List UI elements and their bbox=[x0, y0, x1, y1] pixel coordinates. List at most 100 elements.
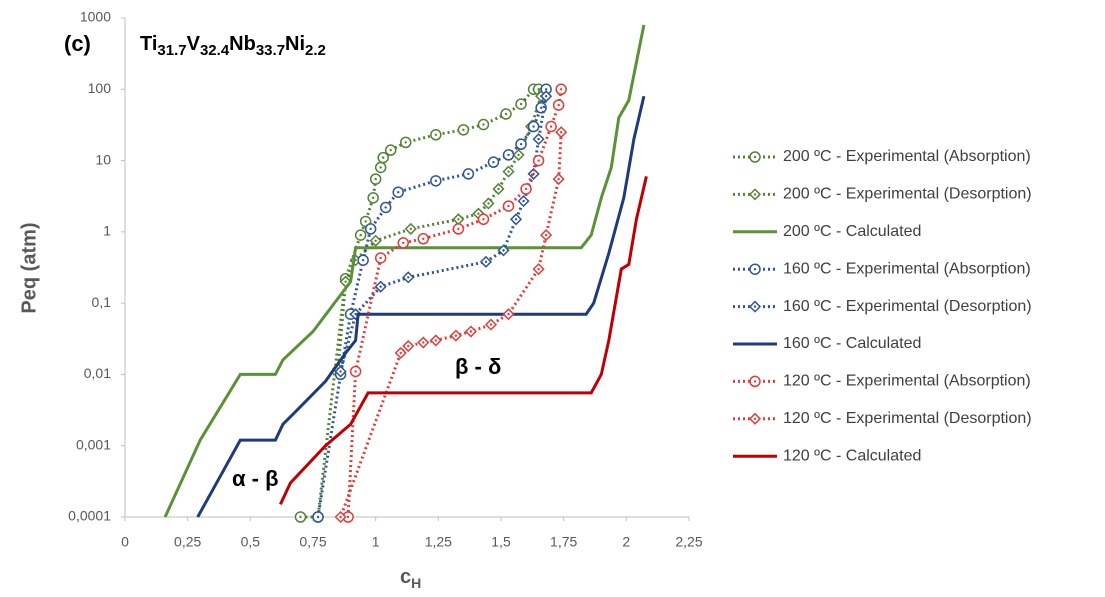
formula-subscript: 33.7 bbox=[256, 42, 285, 59]
formula-subscript: 32.4 bbox=[200, 42, 230, 59]
marker bbox=[404, 222, 417, 235]
marker-dot bbox=[379, 285, 382, 288]
marker-dot bbox=[379, 256, 382, 260]
marker-dot bbox=[492, 160, 495, 164]
marker-dot bbox=[544, 94, 548, 98]
marker bbox=[492, 182, 505, 195]
marker bbox=[552, 173, 565, 186]
marker-dot bbox=[407, 276, 410, 279]
marker-dot bbox=[557, 177, 560, 181]
marker-dot bbox=[407, 344, 410, 348]
marker-dot bbox=[381, 156, 385, 159]
marker-dot bbox=[753, 380, 757, 383]
marker bbox=[430, 129, 442, 141]
series-line bbox=[196, 95, 646, 518]
formula-element: Ti bbox=[140, 33, 157, 55]
marker-dot bbox=[316, 515, 320, 519]
y-tick-label: 0,001 bbox=[76, 436, 111, 452]
marker bbox=[369, 173, 382, 185]
marker-dot bbox=[299, 515, 302, 519]
marker bbox=[502, 165, 515, 178]
marker bbox=[374, 252, 387, 264]
marker-dot bbox=[549, 125, 553, 128]
legend-label: 120 ºC - Experimental (Absorption) bbox=[783, 373, 1031, 390]
y-tick-label: 1000 bbox=[80, 9, 111, 25]
annotation: β - δ bbox=[455, 354, 501, 379]
marker-dot bbox=[457, 218, 460, 221]
marker bbox=[384, 144, 397, 156]
marker bbox=[484, 318, 498, 331]
marker-dot bbox=[379, 166, 382, 169]
marker-dot bbox=[537, 159, 540, 162]
marker bbox=[417, 233, 430, 245]
marker bbox=[349, 365, 362, 378]
panel-label: (c) bbox=[64, 31, 91, 56]
legend-label: 200 ºC - Calculated bbox=[783, 223, 921, 240]
marker bbox=[392, 186, 404, 198]
marker-dot bbox=[537, 267, 540, 271]
marker-dot bbox=[482, 218, 485, 221]
marker-dot bbox=[484, 260, 488, 264]
y-tick-label: 100 bbox=[88, 80, 112, 96]
marker bbox=[502, 308, 515, 321]
marker-dot bbox=[507, 170, 510, 173]
marker bbox=[527, 167, 540, 180]
y-axis-label: Peq (atm) bbox=[18, 222, 40, 313]
x-tick-label: 0,5 bbox=[241, 534, 261, 550]
marker-dot bbox=[346, 515, 350, 519]
marker bbox=[462, 168, 475, 180]
marker bbox=[515, 138, 527, 150]
marker-dot bbox=[339, 515, 342, 519]
marker bbox=[479, 255, 493, 268]
y-tick-label: 0,01 bbox=[84, 365, 111, 381]
marker-dot bbox=[399, 351, 402, 355]
marker bbox=[334, 365, 347, 378]
legend-label: 120 ºC - Calculated bbox=[783, 447, 921, 464]
marker-dot bbox=[544, 233, 548, 237]
marker-dot bbox=[519, 102, 523, 106]
marker bbox=[520, 183, 532, 195]
marker-dot bbox=[339, 370, 342, 373]
x-tick-label: 0 bbox=[121, 534, 129, 550]
formula: Ti31.7V32.4Nb33.7Ni2.2 bbox=[140, 33, 326, 59]
x-tick-label: 1,5 bbox=[491, 534, 511, 550]
marker bbox=[482, 197, 495, 210]
marker bbox=[749, 375, 761, 388]
marker-dot bbox=[489, 323, 493, 326]
marker bbox=[477, 213, 490, 226]
marker-dot bbox=[482, 123, 485, 126]
marker-dot bbox=[374, 239, 377, 242]
formula-subscript: 31.7 bbox=[157, 42, 186, 59]
marker bbox=[354, 229, 367, 241]
marker-dot bbox=[374, 177, 377, 181]
marker bbox=[540, 229, 553, 242]
marker bbox=[487, 156, 500, 168]
marker bbox=[429, 334, 442, 347]
marker-dot bbox=[559, 131, 563, 134]
annotation: α - β bbox=[232, 466, 279, 491]
marker-dot bbox=[519, 142, 523, 146]
formula-element: Nb bbox=[229, 33, 256, 55]
marker-dot bbox=[544, 88, 548, 91]
marker bbox=[749, 151, 761, 163]
marker-dot bbox=[514, 218, 518, 221]
y-tick-label: 0,0001 bbox=[68, 508, 111, 524]
marker-dot bbox=[559, 88, 563, 91]
marker-dot bbox=[344, 280, 347, 283]
series-line bbox=[163, 24, 646, 518]
marker bbox=[502, 149, 515, 161]
marker bbox=[430, 175, 442, 187]
marker-dot bbox=[532, 125, 535, 128]
marker-dot bbox=[354, 370, 357, 373]
marker bbox=[334, 510, 347, 524]
marker bbox=[452, 213, 465, 226]
marker bbox=[394, 346, 407, 360]
marker bbox=[374, 280, 387, 293]
x-axis-label-text: c bbox=[400, 566, 411, 588]
marker bbox=[402, 271, 415, 284]
marker-dot bbox=[409, 227, 412, 231]
marker bbox=[294, 511, 307, 523]
marker-dot bbox=[507, 204, 510, 208]
formula-subscript: 2.2 bbox=[305, 42, 326, 59]
marker bbox=[312, 511, 324, 523]
